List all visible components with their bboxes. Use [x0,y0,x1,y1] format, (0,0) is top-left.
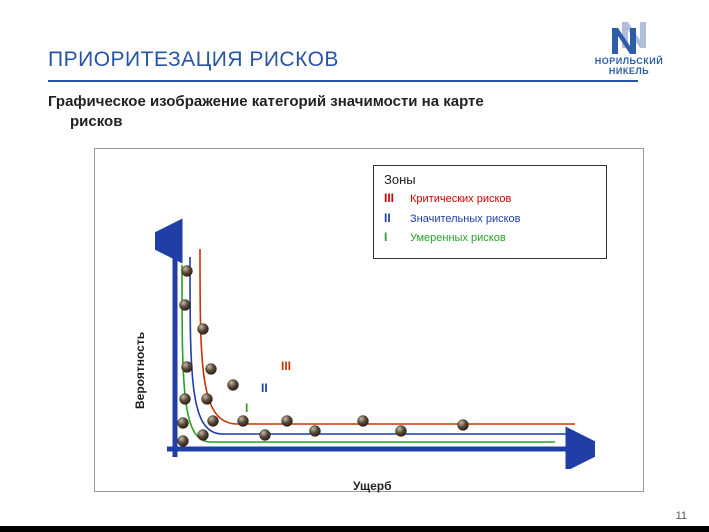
company-logo: НОРИЛЬСКИЙ НИКЕЛЬ [579,22,679,76]
zone-label: III [281,359,291,373]
page-title: ПРИОРИТЕЗАЦИЯ РИСКОВ [48,48,339,72]
zone-label: I [245,401,248,415]
legend-roman: III [384,191,400,207]
title-underline [48,80,638,82]
legend-row-iii: III Критических рисков [384,191,596,207]
bottom-border [0,526,709,532]
x-axis-label: Ущерб [353,479,392,493]
legend-label: Критических рисков [410,192,511,206]
chart-panel: Зоны III Критических рисков II Значитель… [94,148,644,492]
risk-map-chart [155,209,595,469]
logo-mark-icon [608,22,650,54]
legend-title: Зоны [384,172,596,187]
subtitle: Графическое изображение категорий значим… [48,92,608,133]
subtitle-line2: рисков [48,113,122,130]
logo-text: НОРИЛЬСКИЙ НИКЕЛЬ [579,56,679,76]
page-number: 11 [676,510,687,522]
zone-label: II [261,381,268,395]
chart-area: IIIIII [155,209,595,469]
y-axis-label: Вероятность [133,332,147,409]
subtitle-line1: Графическое изображение категорий значим… [48,93,484,110]
